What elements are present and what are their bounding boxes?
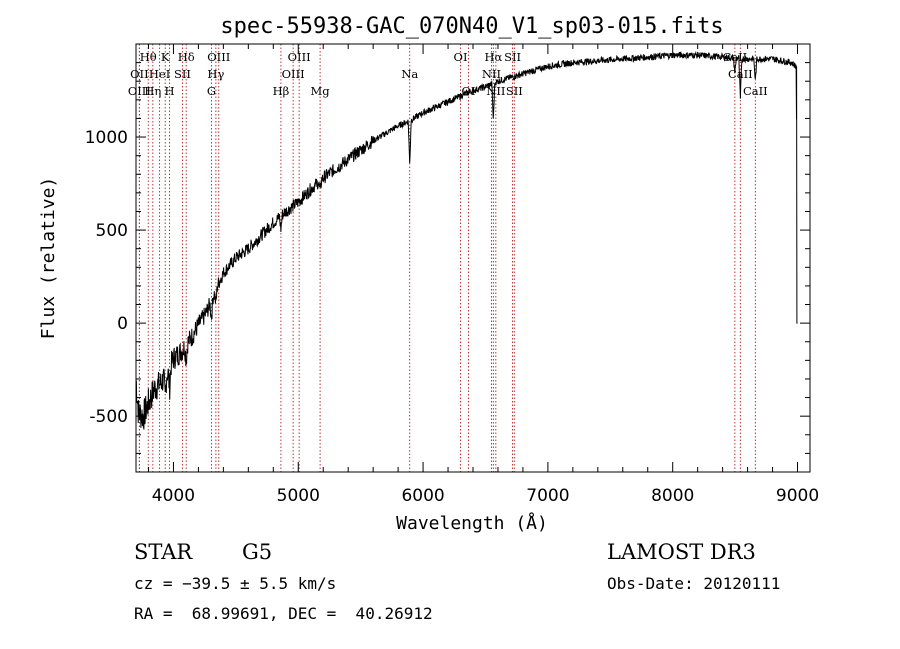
x-tick-label: 5000 (277, 486, 320, 506)
line-label-OIII: OIII (288, 50, 311, 64)
x-tick-label: 4000 (152, 486, 195, 506)
y-axis-label: Flux (relative) (38, 177, 59, 340)
line-label-OI: OI (454, 50, 468, 64)
line-label-Na: Na (401, 67, 418, 81)
x-tick-label: 6000 (401, 486, 444, 506)
y-tick-label: 0 (117, 314, 128, 334)
line-label-NII: NII (486, 84, 505, 98)
y-tick-label: 500 (96, 221, 128, 241)
spectral-line-labels: OII OIII Hθ Hη HeI K H SII Hδ G Hγ OIII Hβ OIII OIII Mg… (128, 50, 768, 98)
line-label-HeI: HeI (149, 67, 170, 81)
x-axis-ticks: 4000 5000 6000 7000 8000 9000 (147, 44, 819, 506)
y-tick-label: 1000 (85, 128, 128, 148)
line-label-OIII: OIII (282, 67, 305, 81)
line-label-CaII: CaII (728, 67, 753, 81)
x-tick-label: 7000 (526, 486, 569, 506)
redshift-cz: cz = −39.5 ± 5.5 km/s (134, 574, 337, 593)
spectrum-series-line (135, 50, 798, 430)
x-tick-label: 8000 (651, 486, 694, 506)
object-class: STAR (134, 540, 193, 564)
line-label-OIII: OIII (128, 84, 151, 98)
y-tick-label: -500 (89, 407, 128, 427)
line-label-Hγ: Hγ (207, 67, 224, 81)
line-label-Hα: Hα (484, 50, 502, 64)
chart-title: spec-55938-GAC_070N40_V1_sp03-015.fits (220, 14, 723, 39)
x-axis-label: Wavelength (Å) (396, 512, 548, 534)
line-label-K: K (161, 50, 170, 64)
line-label-CaII: CaII (743, 84, 768, 98)
y-axis-ticks: -500 0 500 1000 (85, 62, 810, 454)
line-label-OI: OI (462, 84, 476, 98)
x-tick-label: 9000 (776, 486, 819, 506)
line-label-Hη: Hη (144, 84, 161, 98)
line-label-OII: OII (130, 67, 149, 81)
line-label-H: H (165, 84, 175, 98)
line-label-CaII: CaII (722, 50, 747, 64)
line-label-Mg: Mg (311, 84, 331, 98)
line-label-G: G (207, 84, 216, 98)
line-label-SII: SII (504, 50, 521, 64)
line-label-Hβ: Hβ (273, 84, 290, 98)
survey-name: LAMOST DR3 (607, 540, 756, 564)
line-label-Hδ: Hδ (178, 50, 195, 64)
line-label-Hθ: Hθ (140, 50, 157, 64)
line-label-SII: SII (506, 84, 523, 98)
plot-frame (135, 43, 811, 473)
line-label-SII: SII (174, 67, 191, 81)
line-label-OIII: OIII (207, 50, 230, 64)
coordinates: RA = 68.99691, DEC = 40.26912 (134, 604, 433, 623)
object-subclass: G5 (242, 540, 273, 564)
line-label-NII: NII (482, 67, 501, 81)
obs-date: Obs-Date: 20120111 (607, 574, 781, 593)
